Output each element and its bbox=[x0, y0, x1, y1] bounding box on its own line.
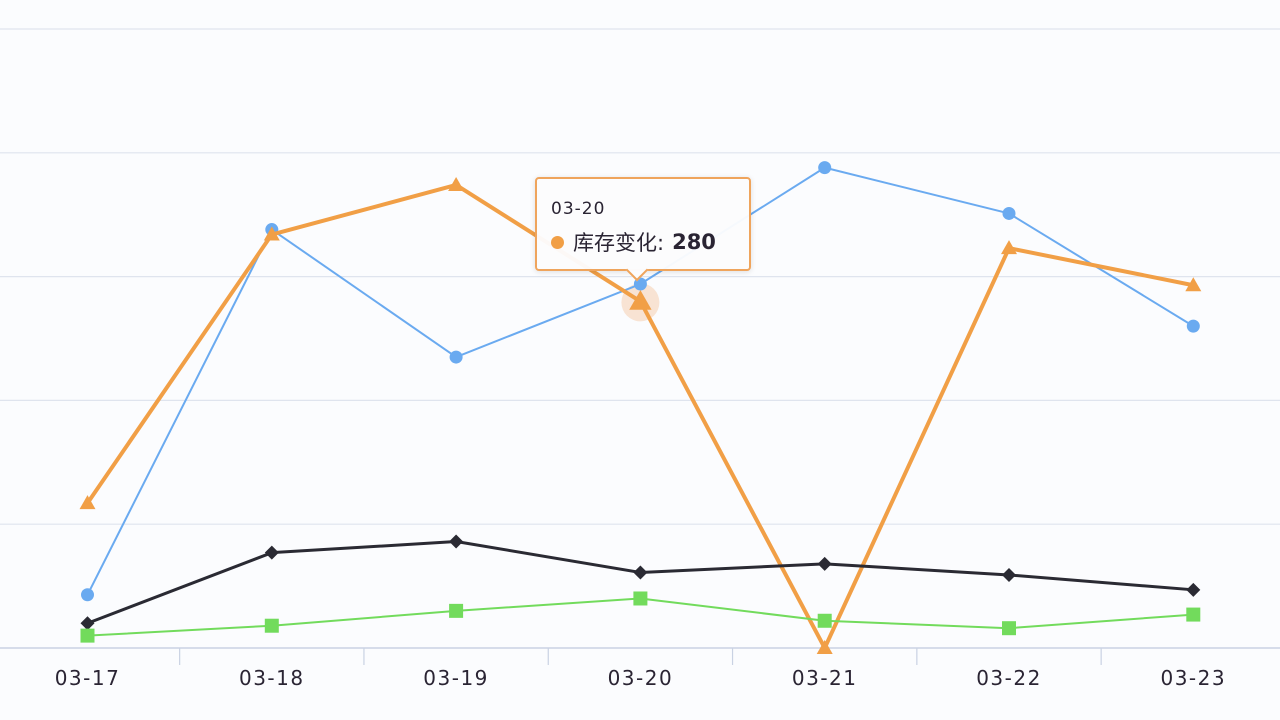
x-axis-label: 03-18 bbox=[239, 666, 305, 690]
triangle-marker-icon[interactable] bbox=[1185, 277, 1202, 292]
square-marker-icon[interactable] bbox=[1186, 607, 1201, 622]
circle-marker-icon[interactable] bbox=[449, 350, 463, 364]
triangle-marker-icon[interactable] bbox=[448, 176, 465, 191]
tooltip-date: 03-20 bbox=[551, 199, 606, 219]
circle-marker-icon[interactable] bbox=[1002, 206, 1016, 220]
tooltip-series-name: 库存变化: bbox=[573, 231, 665, 255]
diamond-marker-icon[interactable] bbox=[1186, 582, 1201, 597]
diamond-marker-icon[interactable] bbox=[264, 545, 279, 560]
square-marker-icon[interactable] bbox=[449, 603, 464, 618]
x-axis-label: 03-19 bbox=[423, 666, 489, 690]
triangle-marker-icon[interactable] bbox=[263, 226, 280, 241]
diamond-marker-icon[interactable] bbox=[817, 556, 832, 571]
x-axis-label: 03-21 bbox=[792, 666, 858, 690]
square-marker-icon[interactable] bbox=[80, 628, 95, 643]
series-square bbox=[80, 591, 1201, 643]
series-diamond bbox=[80, 534, 1201, 631]
diamond-marker-icon[interactable] bbox=[1002, 567, 1016, 582]
x-axis-label: 03-20 bbox=[608, 666, 674, 690]
square-marker-icon[interactable] bbox=[1002, 621, 1016, 636]
circle-marker-icon[interactable] bbox=[1186, 319, 1200, 333]
triangle-marker-icon[interactable] bbox=[629, 290, 652, 310]
triangle-marker-icon[interactable] bbox=[1001, 240, 1017, 255]
square-marker-icon[interactable] bbox=[817, 613, 832, 628]
x-axis-label: 03-17 bbox=[55, 666, 121, 690]
square-marker-icon[interactable] bbox=[264, 618, 279, 633]
circle-marker-icon[interactable] bbox=[818, 161, 832, 175]
triangle-marker-icon[interactable] bbox=[816, 640, 833, 654]
diamond-marker-icon[interactable] bbox=[633, 565, 648, 580]
x-axis-label: 03-23 bbox=[1160, 666, 1226, 690]
diamond-marker-icon[interactable] bbox=[449, 534, 464, 549]
series-line bbox=[86, 540, 1194, 625]
square-marker-icon[interactable] bbox=[633, 591, 648, 606]
chart-tooltip: 03-20 库存变化: 280 bbox=[535, 177, 751, 271]
series-triangle bbox=[79, 176, 1202, 654]
tooltip-row: 库存变化: 280 bbox=[551, 227, 735, 257]
tooltip-value: 280 bbox=[672, 230, 716, 254]
series-color-dot-icon bbox=[551, 235, 564, 249]
circle-marker-icon[interactable] bbox=[81, 588, 94, 602]
x-axis-label: 03-22 bbox=[976, 666, 1042, 690]
diamond-marker-icon[interactable] bbox=[80, 616, 95, 631]
triangle-marker-icon[interactable] bbox=[79, 495, 96, 510]
